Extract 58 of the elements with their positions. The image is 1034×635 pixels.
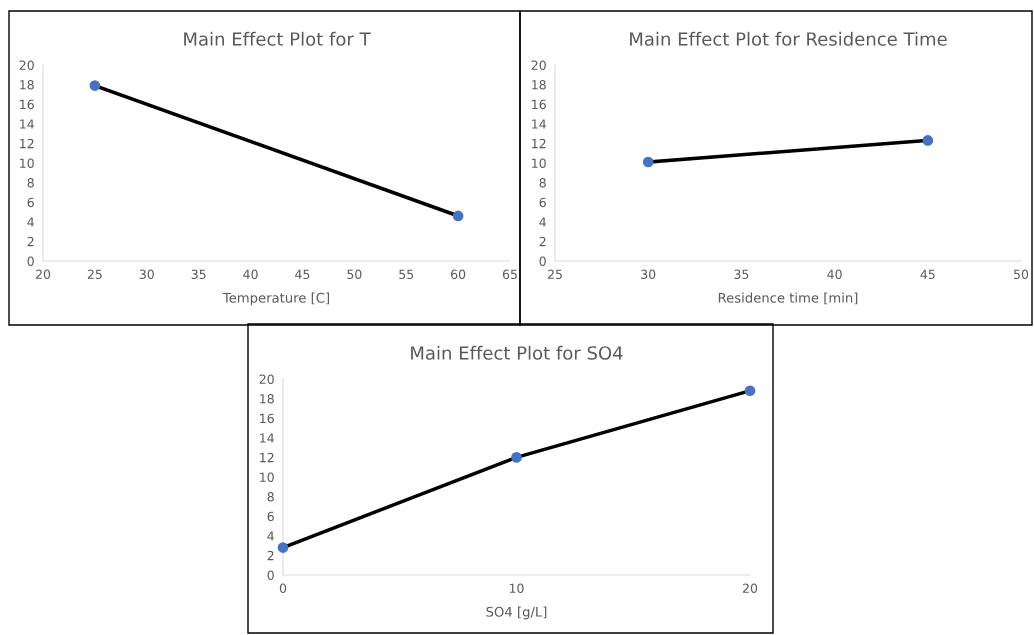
chart-title: Main Effect Plot for Residence Time	[630, 31, 947, 46]
y-tick-label: 20	[531, 60, 546, 70]
y-tick-label: 2	[267, 550, 274, 561]
y-tick-label: 4	[539, 217, 546, 227]
y-tick-label: 8	[267, 492, 274, 502]
x-tick-label: 35	[191, 269, 206, 280]
y-tick-label: 18	[20, 80, 34, 90]
x-tick-label: 30	[139, 269, 154, 280]
y-tick-label: 6	[27, 197, 34, 208]
y-tick-label: 0	[27, 256, 34, 266]
y-tick-label: 8	[27, 178, 34, 188]
x-tick-label: 50	[347, 269, 362, 280]
y-tick-label: 20	[259, 374, 274, 384]
y-tick-label: 2	[539, 236, 546, 247]
y-tick-label: 12	[532, 138, 546, 149]
y-tick-label: 18	[532, 80, 546, 90]
y-tick-label: 4	[267, 531, 274, 541]
y-tick-label: 2	[27, 236, 34, 247]
y-tick-label: 0	[539, 256, 546, 266]
x-tick-label: 45	[920, 269, 935, 280]
y-tick-label: 10	[260, 472, 274, 482]
x-tick-label: 50	[1014, 269, 1029, 280]
x-axis-title: Residence time [min]	[718, 292, 858, 305]
x-tick-label: 55	[399, 269, 414, 280]
y-tick-label: 16	[20, 99, 34, 110]
x-tick-label: 65	[502, 269, 517, 280]
x-tick-label: 20	[742, 583, 758, 594]
x-tick-label: 25	[87, 269, 102, 280]
y-tick-label: 0	[267, 570, 274, 580]
y-tick-label: 12	[20, 138, 34, 149]
y-tick-label: 8	[539, 178, 546, 188]
x-tick-label: 10	[509, 583, 524, 594]
x-tick-label: 30	[641, 269, 656, 280]
y-tick-label: 16	[532, 99, 546, 110]
x-tick-label: 0	[279, 583, 287, 594]
x-tick-label: 25	[547, 269, 562, 280]
x-axis-title: Temperature [C]	[222, 292, 329, 306]
x-tick-label: 20	[35, 269, 51, 280]
y-tick-label: 6	[267, 511, 274, 522]
x-tick-label: 35	[734, 269, 749, 280]
x-tick-label: 45	[295, 269, 310, 280]
y-tick-label: 16	[260, 413, 274, 424]
y-tick-label: 18	[260, 394, 274, 404]
y-tick-label: 4	[27, 217, 34, 227]
x-tick-label: 60	[451, 269, 466, 280]
x-tick-label: 40	[827, 269, 842, 280]
y-tick-label: 20	[19, 60, 34, 70]
y-tick-label: 6	[539, 197, 546, 208]
x-axis-title: SO4 [g/L]	[486, 606, 547, 620]
y-tick-label: 14	[260, 433, 274, 443]
chart-title: Main Effect Plot for SO4	[411, 345, 623, 360]
y-tick-label: 12	[260, 452, 274, 463]
y-tick-label: 10	[532, 158, 546, 168]
chart-title: Main Effect Plot for T	[184, 31, 371, 46]
x-tick-label: 40	[243, 269, 258, 280]
y-tick-label: 10	[20, 158, 34, 168]
y-tick-label: 14	[532, 119, 546, 129]
y-tick-label: 14	[20, 119, 34, 129]
